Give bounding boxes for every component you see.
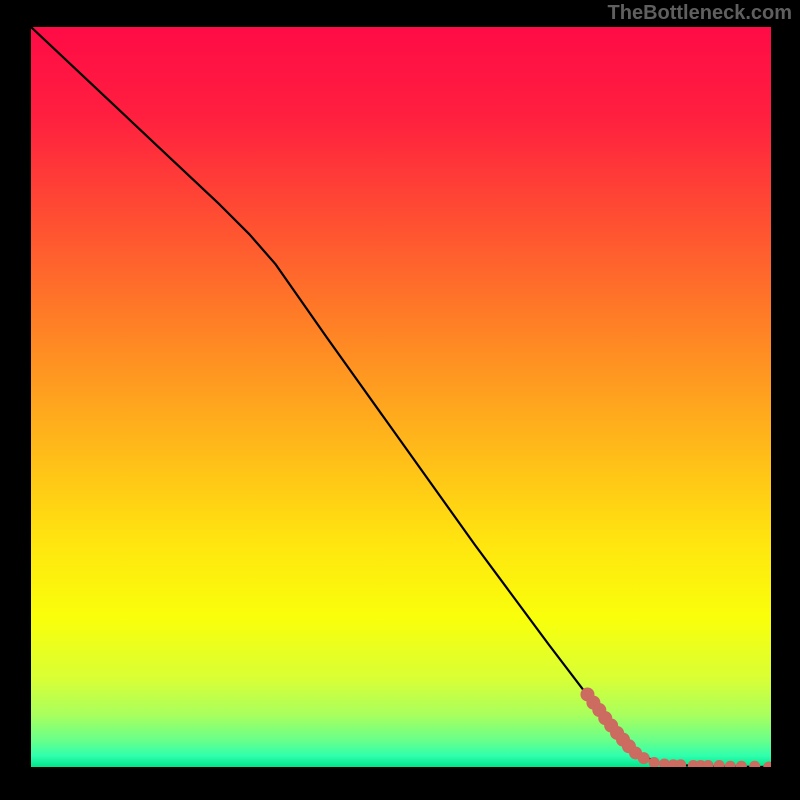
data-point [638, 753, 649, 764]
data-point [649, 758, 659, 768]
gradient-background [31, 27, 771, 767]
watermark-label: TheBottleneck.com [608, 2, 792, 25]
chart-container: TheBottleneck.com [0, 0, 800, 800]
bottleneck-chart [0, 0, 800, 800]
